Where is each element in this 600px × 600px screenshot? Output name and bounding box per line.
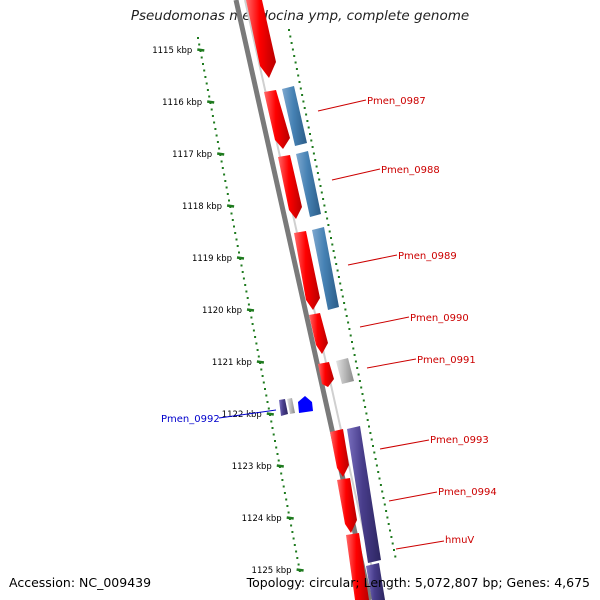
ruler-tick-label: 1125 kbp [252, 566, 292, 576]
ruler-tick [286, 516, 294, 520]
ruler-tick-label: 1116 kbp [162, 98, 202, 108]
accession-text: Accession: NC_009439 [9, 575, 152, 590]
gene-feature-grey [287, 398, 295, 414]
label-leaders [218, 99, 445, 550]
ruler-tick-label: 1124 kbp [242, 514, 282, 524]
ruler-tick [256, 360, 265, 364]
map-title: Pseudomonas mendocina ymp, complete geno… [130, 8, 470, 24]
ruler-tick-label: 1123 kbp [232, 462, 272, 472]
gene-features [246, 0, 385, 600]
ruler-tick [236, 256, 245, 260]
kbp-ruler: 1115 kbp 1116 kbp 1117 kbp 1118 kbp 1119 kbp… [152, 37, 304, 576]
right-dotted-track [288, 29, 397, 558]
gene-feature-red [309, 313, 328, 354]
ruler-tick-label: 1115 kbp [152, 46, 192, 56]
ruler-tick-label: 1117 kbp [172, 150, 212, 160]
gene-label[interactable]: Pmen_0991 [417, 355, 476, 366]
gene-labels: Pmen_0987 Pmen_0988 Pmen_0989 Pmen_0990 … [161, 96, 497, 546]
ruler-tick [207, 100, 215, 104]
gene-label[interactable]: Pmen_0994 [438, 487, 497, 498]
gene-label[interactable]: Pmen_0987 [367, 96, 426, 107]
ruler-tick [226, 204, 235, 208]
gene-feature-slate [279, 399, 288, 416]
gene-label[interactable]: hmuV [445, 535, 474, 546]
ruler-tick-label: 1119 kbp [192, 254, 232, 264]
gene-feature-steel [296, 151, 321, 217]
gene-label[interactable]: Pmen_0993 [430, 435, 489, 446]
gene-feature-red [294, 231, 320, 310]
ruler-tick-label: 1120 kbp [202, 306, 242, 316]
gene-feature-slate [366, 563, 385, 600]
ruler-tick [197, 48, 205, 52]
topology-summary: Topology: circular; Length: 5,072,807 bp… [246, 575, 590, 590]
gene-feature-grey [336, 358, 354, 384]
gene-label[interactable]: Pmen_0990 [410, 313, 469, 324]
ruler-tick-label: 1118 kbp [182, 202, 222, 212]
gene-feature-blue [298, 396, 313, 413]
gene-feature-red [264, 90, 290, 149]
ruler-tick [217, 152, 225, 156]
gene-feature-red [278, 155, 302, 219]
gene-feature-red [246, 0, 276, 78]
gene-label[interactable]: Pmen_0989 [398, 251, 457, 262]
gene-feature-steel [282, 86, 307, 146]
gene-feature-red [318, 362, 334, 387]
gene-label[interactable]: Pmen_0988 [381, 165, 440, 176]
gene-feature-red [346, 533, 369, 600]
gene-feature-slate [347, 426, 381, 563]
gene-feature-red [337, 478, 357, 533]
gene-feature-steel [312, 227, 339, 310]
ruler-tick [246, 308, 255, 312]
ruler-tick [296, 568, 304, 572]
ruler-tick [266, 412, 274, 416]
ruler-tick [276, 464, 284, 468]
ruler-tick-label: 1121 kbp [212, 358, 252, 368]
gene-label[interactable]: Pmen_0992 [161, 414, 220, 425]
gene-feature-red [330, 429, 349, 477]
